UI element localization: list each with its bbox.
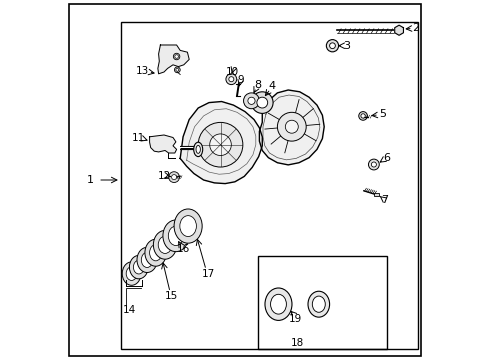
Text: 11: 11: [132, 133, 146, 143]
Polygon shape: [180, 102, 262, 184]
Ellipse shape: [133, 260, 144, 274]
Text: 7: 7: [381, 195, 388, 205]
FancyBboxPatch shape: [374, 193, 379, 196]
Text: 4: 4: [269, 81, 275, 91]
Ellipse shape: [153, 230, 177, 259]
Circle shape: [326, 40, 339, 52]
Ellipse shape: [180, 216, 196, 237]
Circle shape: [257, 97, 268, 108]
Text: 6: 6: [384, 153, 391, 163]
Circle shape: [176, 68, 179, 71]
Text: 16: 16: [176, 244, 190, 254]
Ellipse shape: [137, 247, 157, 273]
Text: 14: 14: [122, 305, 136, 315]
Text: 18: 18: [291, 338, 304, 348]
Ellipse shape: [270, 294, 286, 314]
Ellipse shape: [174, 209, 202, 243]
Ellipse shape: [129, 256, 148, 279]
Ellipse shape: [126, 267, 137, 280]
Circle shape: [368, 159, 379, 170]
Circle shape: [361, 114, 365, 118]
Text: 10: 10: [226, 67, 239, 77]
Ellipse shape: [265, 288, 292, 320]
Circle shape: [198, 122, 243, 167]
Circle shape: [174, 67, 180, 73]
Bar: [121, 22, 418, 349]
Circle shape: [229, 77, 234, 82]
Text: 17: 17: [202, 269, 215, 279]
Circle shape: [226, 74, 237, 85]
Ellipse shape: [308, 291, 330, 317]
Circle shape: [359, 112, 368, 120]
Circle shape: [371, 162, 376, 167]
Ellipse shape: [196, 145, 200, 153]
Bar: [258, 256, 387, 349]
Ellipse shape: [194, 142, 203, 157]
Text: 9: 9: [237, 75, 244, 85]
Polygon shape: [395, 25, 403, 35]
Ellipse shape: [158, 236, 172, 253]
Ellipse shape: [169, 226, 183, 246]
Circle shape: [175, 55, 178, 58]
Text: 19: 19: [289, 314, 302, 324]
Ellipse shape: [312, 296, 325, 312]
Ellipse shape: [163, 220, 189, 252]
Polygon shape: [158, 45, 189, 74]
Circle shape: [210, 134, 231, 156]
Polygon shape: [259, 90, 324, 165]
Circle shape: [248, 97, 255, 104]
Text: 5: 5: [379, 109, 386, 120]
Circle shape: [172, 175, 176, 180]
Text: 15: 15: [165, 291, 178, 301]
Circle shape: [277, 112, 306, 141]
Text: 8: 8: [254, 80, 261, 90]
Ellipse shape: [145, 239, 167, 266]
Ellipse shape: [122, 262, 141, 285]
Circle shape: [330, 43, 335, 49]
Circle shape: [169, 172, 179, 183]
Circle shape: [173, 53, 180, 60]
Polygon shape: [149, 135, 176, 153]
Text: 2: 2: [413, 23, 419, 33]
Ellipse shape: [141, 252, 153, 267]
Ellipse shape: [149, 245, 162, 261]
Text: 13: 13: [136, 66, 149, 76]
Text: 12: 12: [157, 171, 171, 181]
Text: 3: 3: [343, 41, 350, 51]
Text: 1: 1: [87, 175, 94, 185]
Circle shape: [244, 93, 259, 109]
Circle shape: [285, 120, 298, 133]
Circle shape: [251, 92, 273, 113]
